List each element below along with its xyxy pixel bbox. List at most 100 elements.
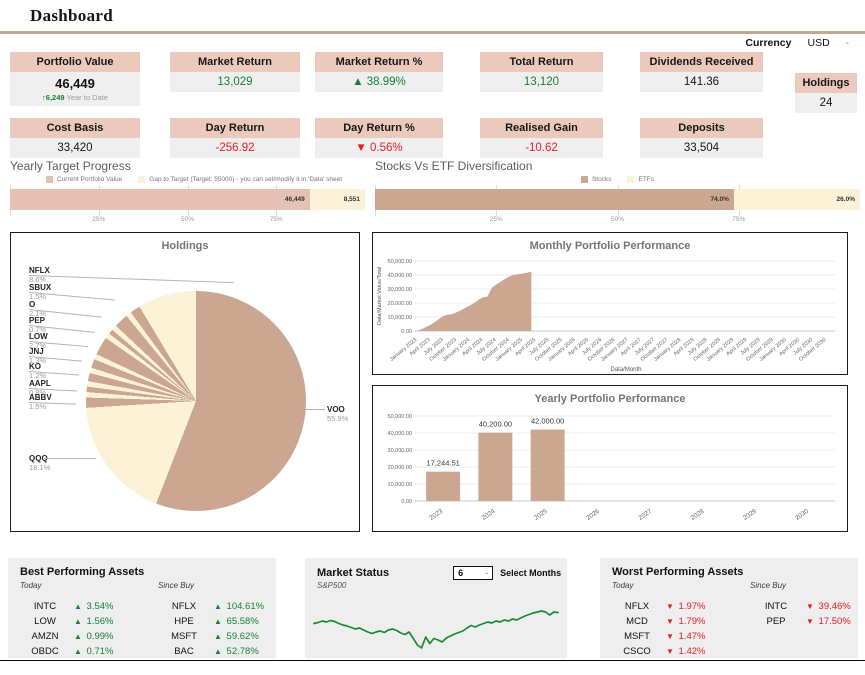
bar-segment-stocks: 74.0% <box>375 189 734 210</box>
y-axis-tick: 20,000.00 <box>388 465 412 471</box>
legend-swatch-icon <box>46 176 53 183</box>
y-axis-tick: 0.00 <box>401 329 412 335</box>
best-performing-assets-panel: Best Performing Assets Today Since Buy I… <box>8 558 276 658</box>
chart-title: Yearly Target Progress <box>10 159 131 173</box>
yearly-performance-panel: Yearly Portfolio Performance 0.00 10,000.… <box>372 385 848 532</box>
panel-title: Worst Performing Assets <box>612 566 744 578</box>
kpi-card-cost-basis: Cost Basis 33,420 <box>10 118 140 158</box>
kpi-card-value: -10.62 <box>480 138 603 158</box>
kpi-card-value: 33,420 <box>10 138 140 158</box>
kpi-card-holdings: Holdings 24 <box>795 73 857 113</box>
today-header: Today <box>612 581 634 590</box>
axis-tick: 25% <box>92 216 106 223</box>
stacked-bar: 46,449 8,551 <box>10 189 365 210</box>
kpi-card-value: 33,504 <box>640 138 763 158</box>
pie-label-abbv: ABBV 1.5% <box>29 393 52 411</box>
asset-ticker-obdc: OBDC <box>31 646 59 657</box>
select-months-label: Select Months <box>500 568 562 578</box>
sp500-line <box>313 610 559 649</box>
select-months-dropdown[interactable]: 6 - <box>453 566 494 580</box>
asset-change: ▲ 65.58% <box>214 616 259 627</box>
header-divider <box>0 31 865 34</box>
bar-segment-current-portfolio-value: 46,449 <box>10 189 310 210</box>
bar-segment-gap-to-target-target-550: 8,551 <box>309 189 365 210</box>
kpi-card-value: 24 <box>795 93 857 113</box>
kpi-card-label: Day Return % <box>315 118 443 138</box>
down-triangle-icon: ▼ <box>666 632 674 641</box>
y-axis-tick: 40,000.00 <box>388 431 412 437</box>
kpi-card-value: -256.92 <box>170 138 300 158</box>
asset-ticker-nflx: NFLX <box>171 601 197 612</box>
asset-table: NFLX ▼ 1.97% INTC ▼ 39.46% MCD ▼ 1.79% PEP ▼ 17… <box>600 601 858 657</box>
since-buy-header: Since Buy <box>750 581 787 590</box>
holdings-pie-chart <box>86 291 306 511</box>
y-axis-tick: 0.00 <box>401 499 412 505</box>
kpi-card-market-return: Market Return 13,029 <box>170 52 300 92</box>
asset-ticker-nflx: NFLX <box>624 601 650 612</box>
kpi-card-dividends-received: Dividends Received 141.36 <box>640 52 763 92</box>
yearly-performance-chart: 0.00 10,000.00 20,000.00 30,000.00 40,000.00… <box>388 414 835 522</box>
legend-item-gap-to-target-target-550: Gap to Target (Target: 55000) - you can … <box>138 176 342 183</box>
down-triangle-icon: ▼ <box>666 647 674 656</box>
asset-change: ▲ 3.54% <box>74 601 114 612</box>
yearly-target-progress-chart: Yearly Target Progress Current Portfolio… <box>10 159 365 227</box>
axis-tick: 50% <box>610 216 625 223</box>
asset-ticker-empty <box>750 631 802 642</box>
kpi-card-realised-gain: Realised Gain -10.62 <box>480 118 603 158</box>
bar-value-label: 40,200.00 <box>479 420 512 429</box>
axis-tick: 75% <box>269 216 283 223</box>
x-axis-label: Data/Month <box>610 367 641 373</box>
kpi-card-total-return: Total Return 13,120 <box>480 52 603 92</box>
chart-title: Yearly Portfolio Performance <box>534 393 686 405</box>
bar-2023 <box>426 471 461 501</box>
up-triangle-icon: ▲ <box>214 617 222 626</box>
asset-table: INTC ▲ 3.54% NFLX ▲ 104.61% LOW ▲ 1.56% HPE ▲ 6… <box>8 601 276 657</box>
pie-label-voo: VOO 55.9% <box>327 405 349 423</box>
pie-label-aapl: AAPL 0.8% <box>29 379 51 397</box>
chart-plot: 25% 50% 75% 46,449 8,551 <box>10 185 365 227</box>
asset-change: ▲ 1.56% <box>74 616 114 627</box>
asset-ticker-empty <box>750 646 802 657</box>
kpi-card-value: 46,449 ↑6,249 Year to Date <box>10 72 140 106</box>
asset-ticker-intc: INTC <box>33 601 57 612</box>
area-series <box>417 271 532 331</box>
x-axis-tick: 2026 <box>585 508 601 522</box>
holdings-pie-panel: Holdings NFLX 8.6% SBUX 1.5% O 2.1% PEP 0.7% LOW… <box>10 232 360 532</box>
up-triangle-icon: ▲ <box>74 632 82 641</box>
currency-selector[interactable]: Currency USD - <box>745 37 849 49</box>
kpi-card-value: 141.36 <box>640 72 763 92</box>
pie-leader-line <box>44 458 96 459</box>
up-triangle-icon: ▲ <box>74 617 82 626</box>
kpi-card-label: Portfolio Value <box>10 52 140 72</box>
chart-legend: Stocks ETFs <box>375 174 860 185</box>
kpi-card-label: Cost Basis <box>10 118 140 138</box>
bar-segment-etfs: 26.0% <box>733 189 860 210</box>
kpi-card-day-return: Day Return -256.92 <box>170 118 300 158</box>
x-axis-tick: 2023 <box>428 508 444 522</box>
bar-2025 <box>530 429 565 501</box>
kpi-card-value: 13,120 <box>480 72 603 92</box>
x-axis-tick: 2027 <box>637 508 653 522</box>
dropdown-caret-icon: - <box>485 568 489 578</box>
pie-label-pep: PEP 0.7% <box>29 316 47 334</box>
chart-title: Stocks Vs ETF Diversification <box>375 159 533 173</box>
asset-change <box>802 646 865 657</box>
asset-change: ▲ 0.99% <box>74 631 114 642</box>
asset-change: ▼ 17.50% <box>806 616 851 627</box>
legend-item-current-portfolio-value: Current Portfolio Value <box>46 176 122 183</box>
worst-performing-assets-panel: Worst Performing Assets Today Since Buy … <box>600 558 858 658</box>
x-axis-tick: 2030 <box>794 508 810 522</box>
pie-leader-line <box>28 275 234 284</box>
asset-change: ▼ 1.47% <box>666 631 706 642</box>
y-axis-tick: 10,000.00 <box>388 482 412 488</box>
up-triangle-icon: ▲ <box>214 602 222 611</box>
axis-tick: 75% <box>732 216 746 223</box>
pie-label-nflx: NFLX 8.6% <box>29 266 50 284</box>
y-axis-label: Data/Market Value/Total <box>377 267 383 325</box>
kpi-card-label: Holdings <box>795 73 857 93</box>
pie-leader-line <box>301 409 325 410</box>
bottom-divider <box>0 660 865 661</box>
stacked-bar: 74.0% 26.0% <box>375 189 860 210</box>
asset-change: ▲ 59.62% <box>214 631 259 642</box>
